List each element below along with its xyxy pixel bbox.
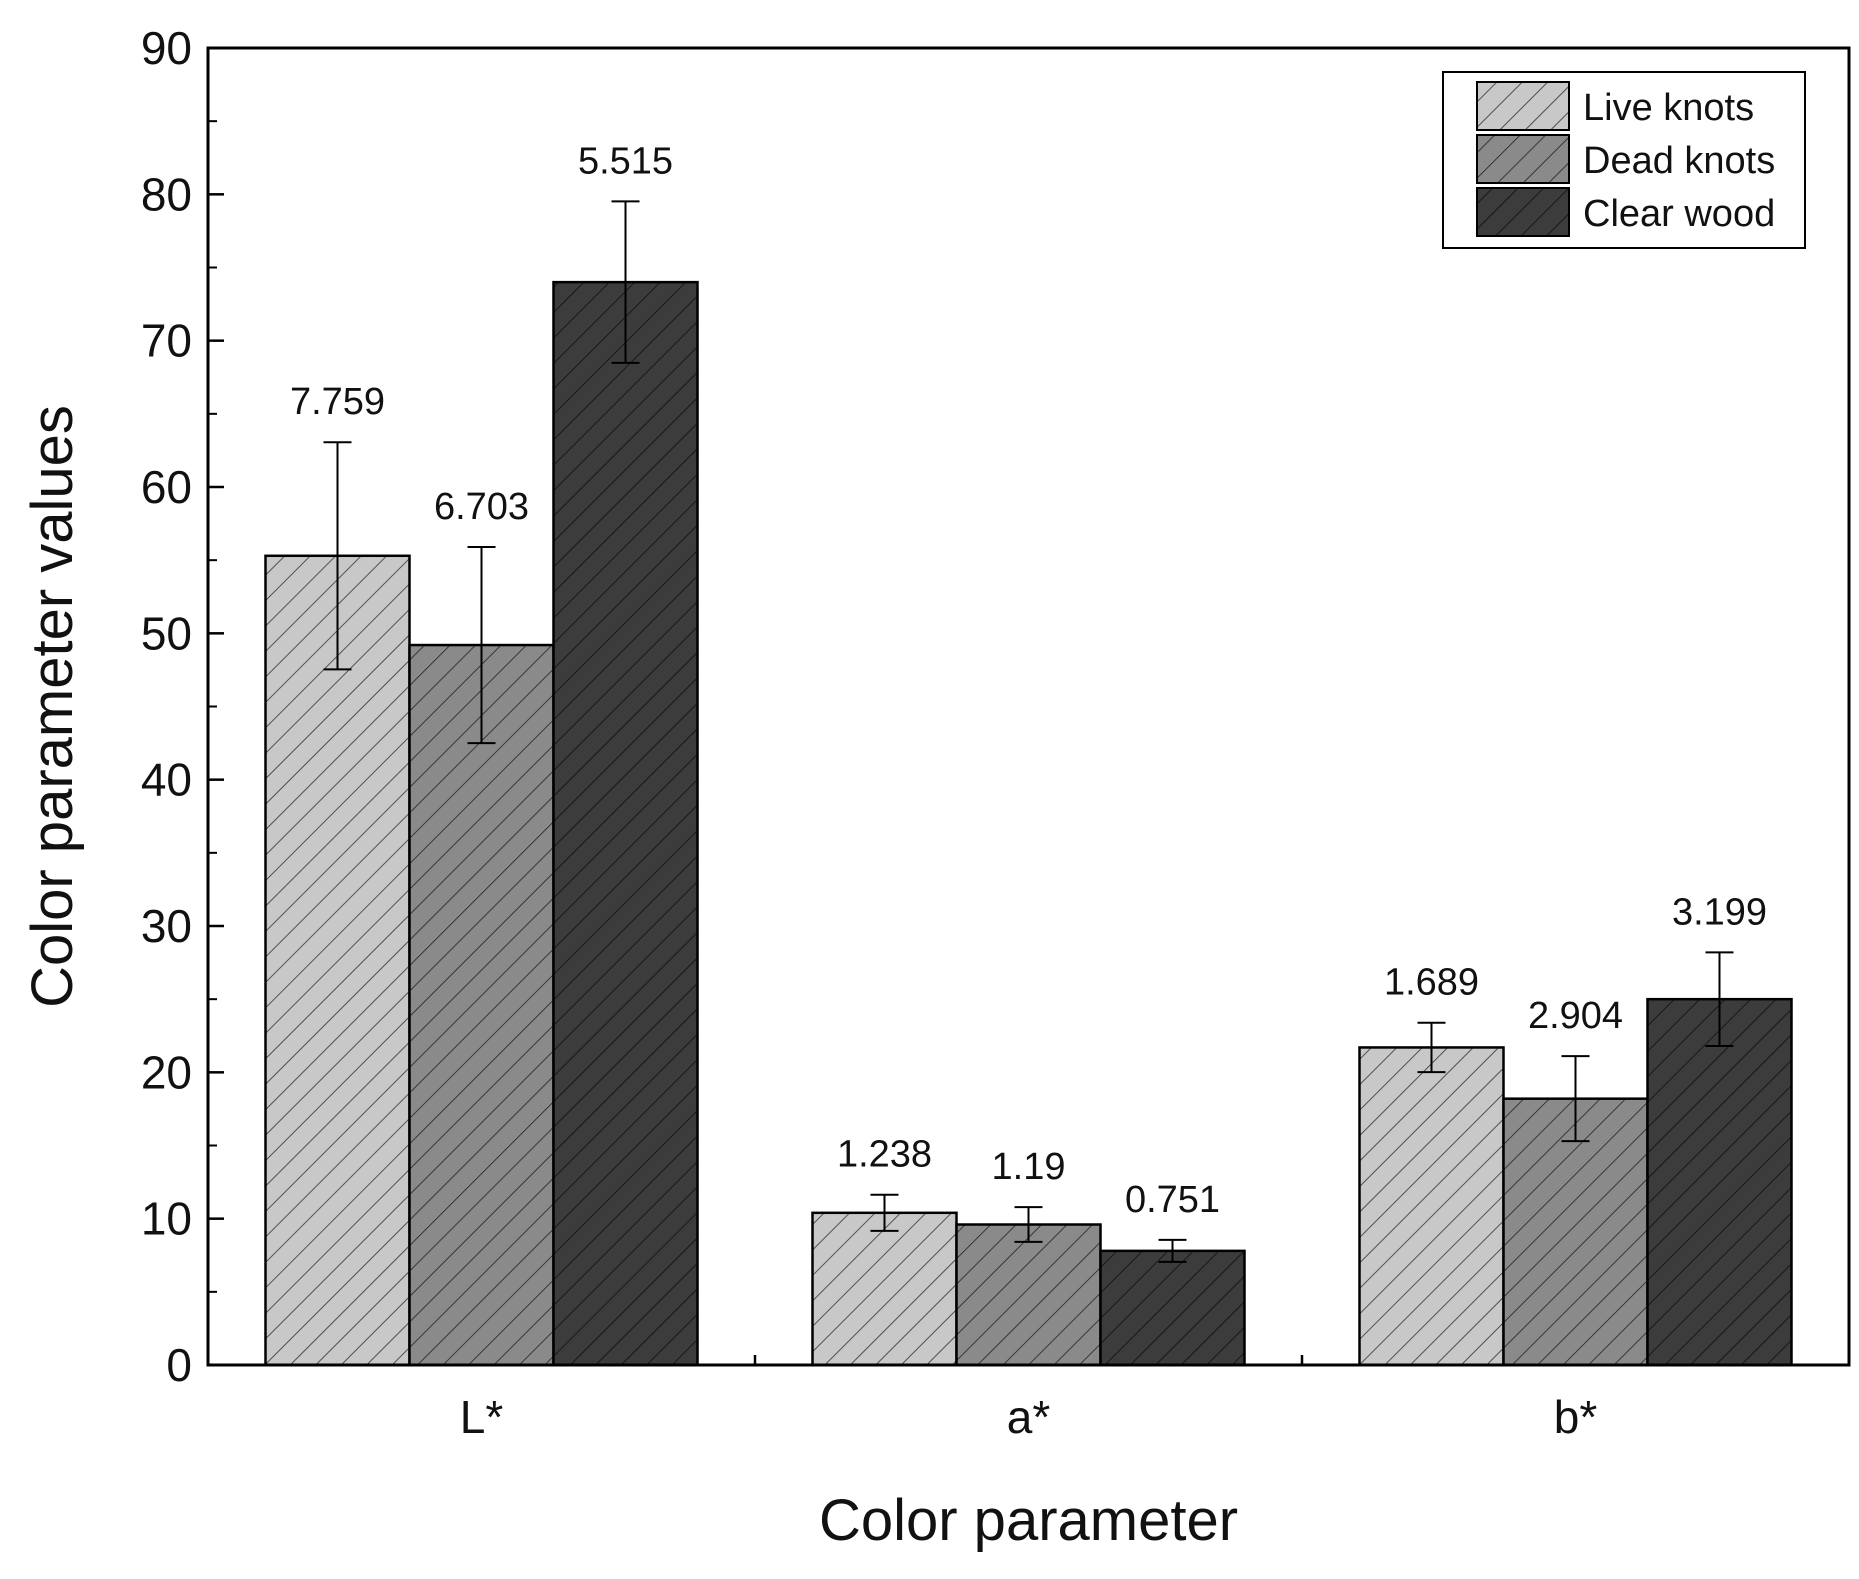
error-bar [611, 200, 640, 364]
bar-dead-knots-1 [955, 1223, 1102, 1367]
legend-label: Clear wood [1583, 193, 1775, 235]
y-axis-title: Color parameter values [20, 405, 85, 1008]
legend-label: Dead knots [1583, 140, 1775, 182]
error-bar [1014, 1206, 1043, 1243]
error-label: 1.19 [992, 1146, 1066, 1188]
error-bar [1158, 1238, 1187, 1263]
x-axis-title: Color parameter [819, 1488, 1238, 1553]
y-axis: 0 10 20 30 40 50 60 70 80 90 [141, 22, 224, 1391]
error-label: 1.238 [837, 1134, 932, 1176]
bar-dead-knots-2 [1502, 1097, 1649, 1367]
legend: Live knots Dead knots Clear wood [1442, 71, 1806, 249]
error-label: 0.751 [1125, 1179, 1220, 1221]
bar-live-knots-0 [264, 554, 411, 1367]
error-label: 5.515 [578, 140, 673, 182]
y-tick-label: 10 [141, 1193, 192, 1245]
y-tick-label: 90 [141, 22, 192, 74]
bars-layer [264, 280, 1793, 1367]
bar-clear-wood-2 [1646, 997, 1793, 1367]
bar-live-knots-1 [811, 1211, 958, 1367]
error-bar [870, 1193, 899, 1232]
error-bar [467, 545, 496, 745]
y-tick-label: 30 [141, 900, 192, 952]
error-label: 2.904 [1528, 995, 1623, 1037]
y-tick-label: 40 [141, 754, 192, 806]
bar-dead-knots-0 [408, 643, 555, 1367]
error-bar [1561, 1055, 1590, 1143]
y-tick-label: 80 [141, 168, 192, 220]
legend-swatch [1476, 81, 1570, 131]
bar-live-knots-2 [1358, 1046, 1505, 1367]
error-label: 3.199 [1672, 891, 1767, 933]
y-tick-label: 60 [141, 461, 192, 513]
error-label: 1.689 [1384, 962, 1479, 1004]
error-bar [1705, 951, 1734, 1047]
legend-label: Live knots [1583, 87, 1754, 129]
x-tick-label: b* [1554, 1391, 1598, 1443]
error-label: 7.759 [290, 381, 385, 423]
y-tick-label: 0 [166, 1339, 192, 1391]
legend-swatch [1476, 134, 1570, 184]
error-bar [323, 441, 352, 671]
error-bar [1417, 1021, 1446, 1074]
legend-swatch [1476, 187, 1570, 237]
y-tick-label: 20 [141, 1046, 192, 1098]
y-tick-label: 50 [141, 607, 192, 659]
bar-clear-wood-0 [552, 280, 699, 1367]
bar-clear-wood-1 [1099, 1249, 1246, 1367]
x-axis: L* a* b* [460, 1355, 1598, 1443]
x-tick-label: L* [460, 1391, 504, 1443]
x-tick-label: a* [1007, 1391, 1051, 1443]
y-tick-label: 70 [141, 315, 192, 367]
error-label: 6.703 [434, 486, 529, 528]
error-bars-layer: 7.759 6.703 5.515 1.238 1.19 0.751 1.689 2.904 3… [290, 140, 1767, 1263]
